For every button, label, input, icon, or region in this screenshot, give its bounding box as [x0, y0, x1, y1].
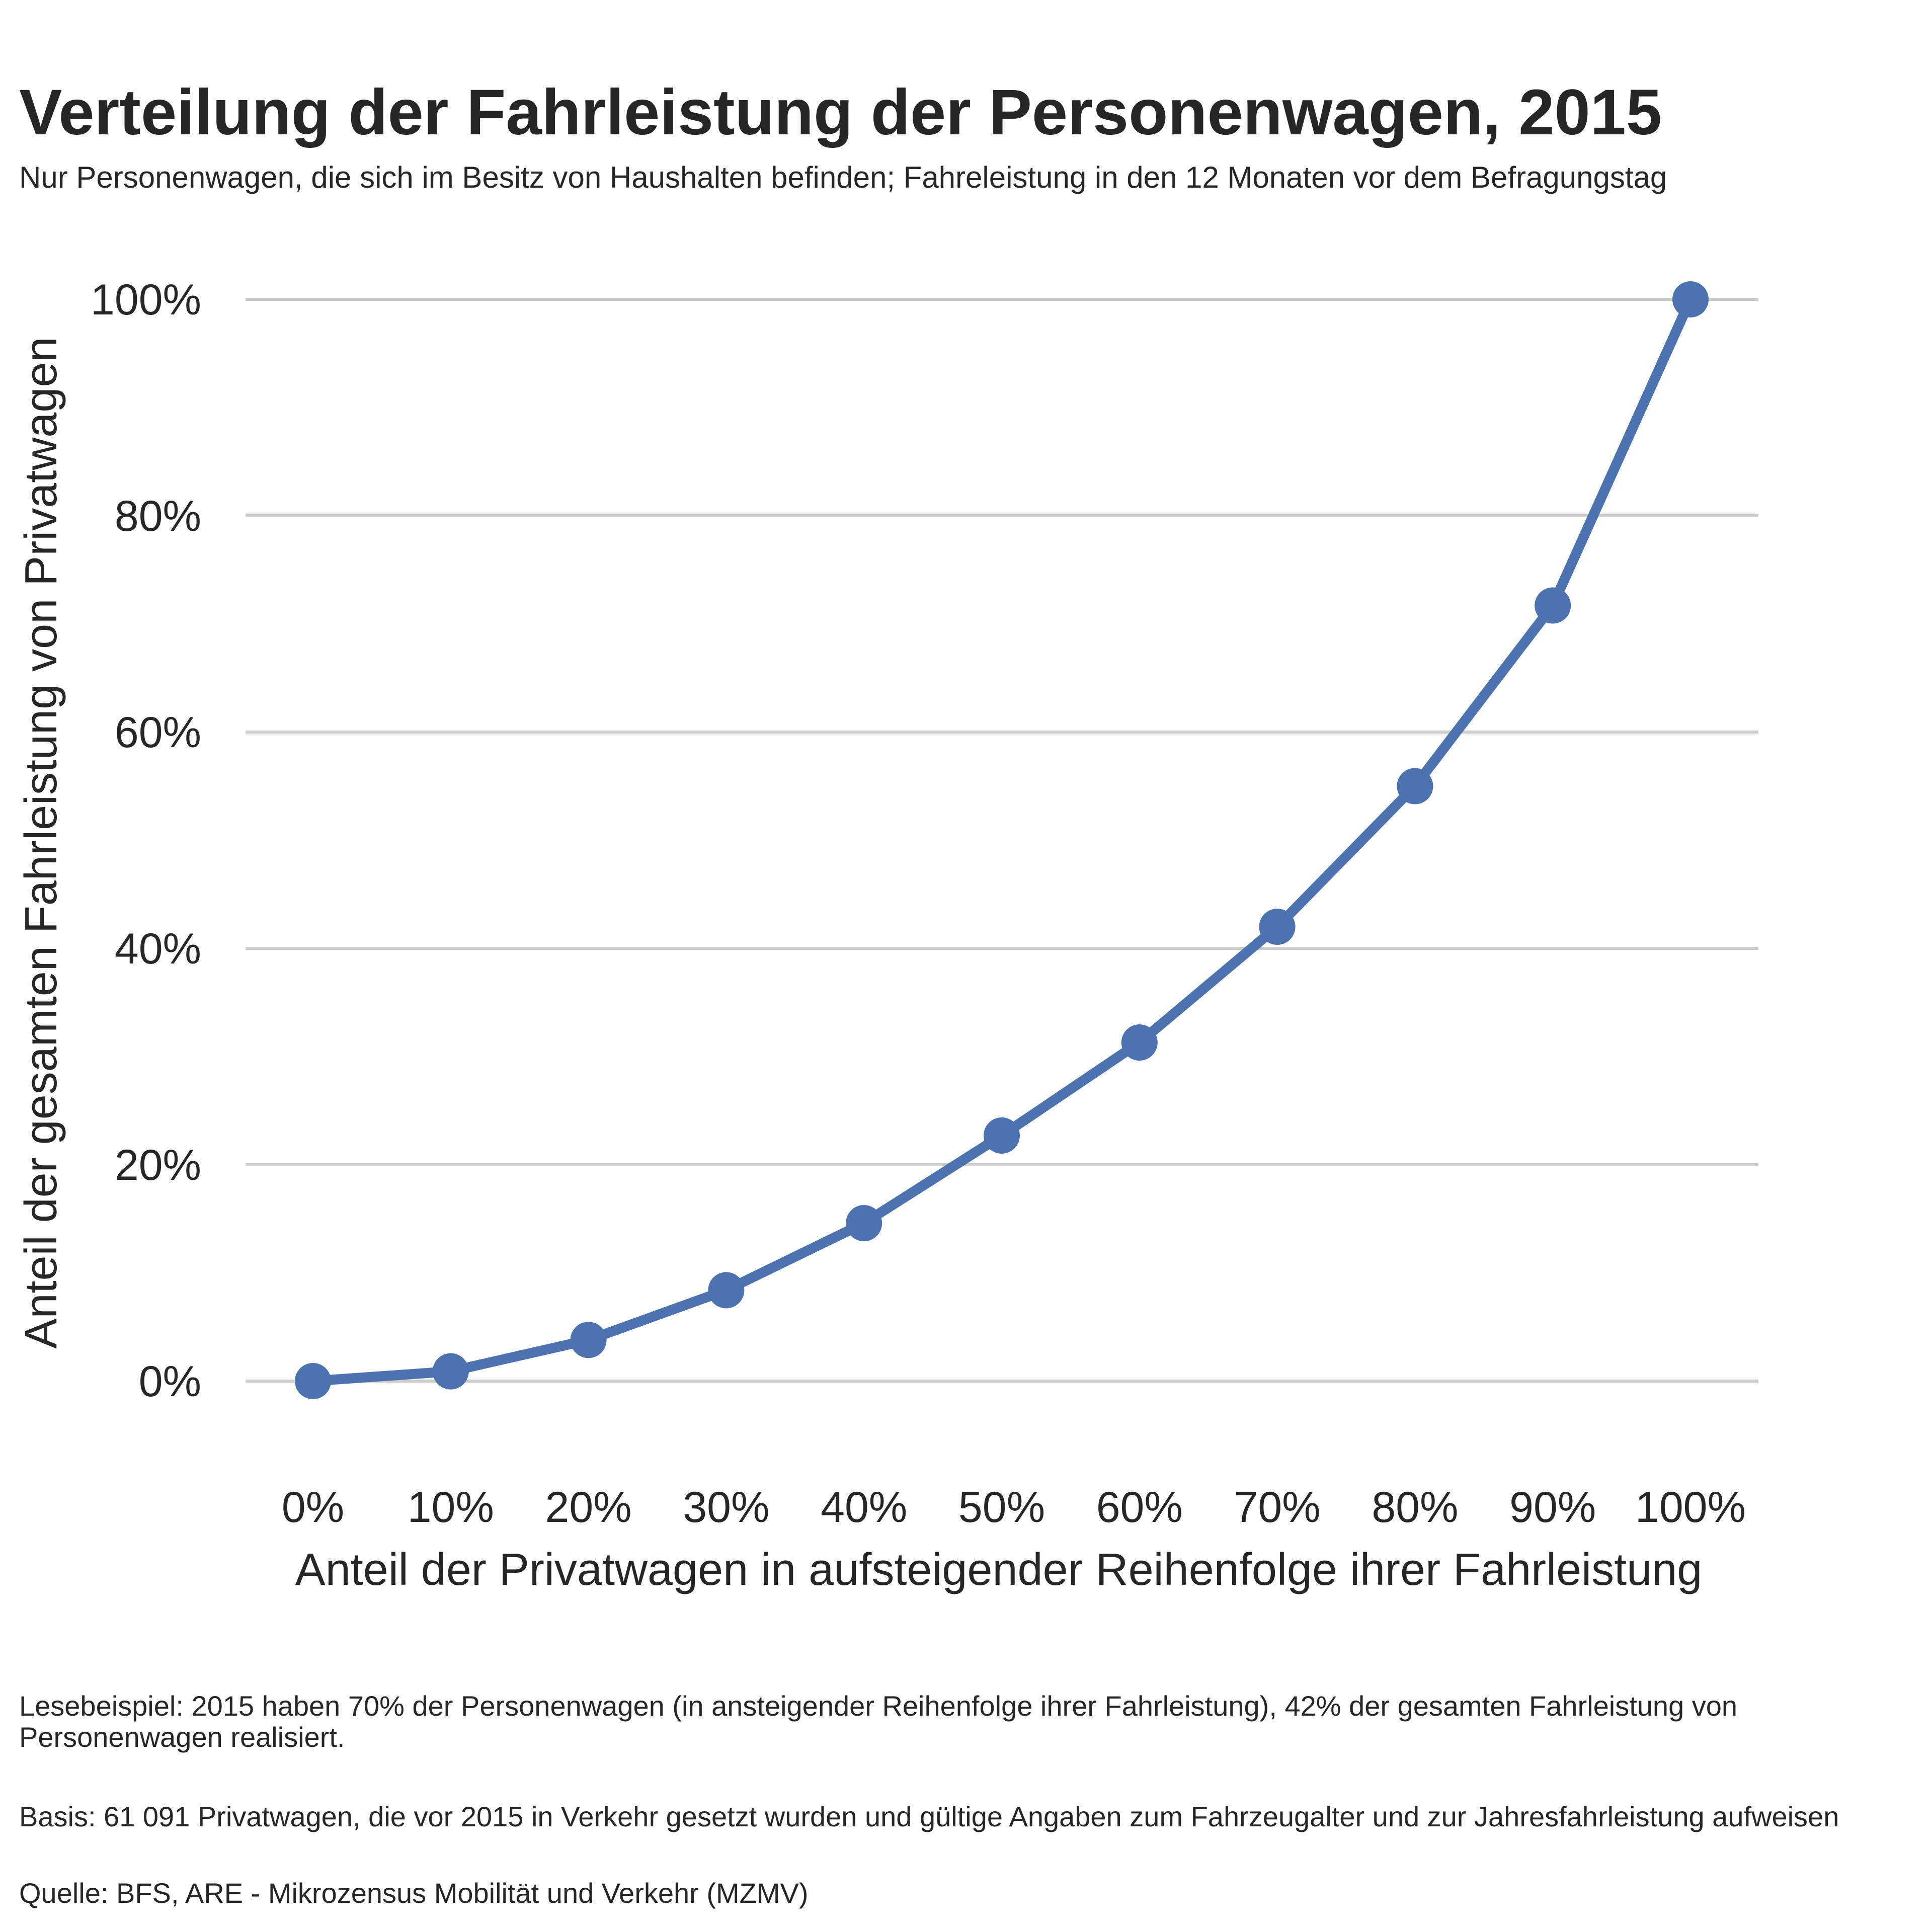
chart-subtitle: Nur Personenwagen, die sich im Besitz vo…: [19, 160, 1667, 194]
x-tick-label: 0%: [282, 1483, 344, 1532]
data-point: [984, 1117, 1020, 1154]
y-tick-label: 60%: [115, 708, 201, 757]
x-tick-label: 70%: [1234, 1483, 1321, 1532]
x-tick-label: 60%: [1096, 1483, 1183, 1532]
data-point: [1397, 768, 1433, 804]
x-tick-label: 30%: [683, 1483, 769, 1532]
data-point: [295, 1363, 331, 1399]
chart-title: Verteilung der Fahrleistung der Personen…: [19, 76, 1662, 148]
x-tick-labels: 0% 10% 20% 30% 40% 50% 60% 70% 80% 90% 100%: [282, 1483, 1746, 1532]
line-chart: 0% 20% 40% 60% 80% 100% 0% 10% 20% 30% 40% 50% 60% 7…: [16, 276, 1758, 1595]
y-tick-label: 100%: [91, 276, 201, 324]
data-point: [1672, 281, 1709, 317]
series-polyline: [308, 294, 1696, 1386]
y-axis-label: Anteil der gesamten Fahrleistung von Pri…: [16, 337, 66, 1348]
data-point: [570, 1322, 607, 1358]
gridlines: [246, 298, 1758, 1383]
source-note: Quelle: BFS, ARE - Mikrozensus Mobilität…: [19, 1877, 809, 1909]
y-tick-label: 0%: [139, 1357, 201, 1406]
x-tick-label: 100%: [1635, 1483, 1746, 1532]
x-tick-label: 10%: [408, 1483, 494, 1532]
x-axis-label: Anteil der Privatwagen in aufsteigender …: [295, 1545, 1703, 1595]
data-point: [432, 1353, 469, 1390]
basis-note: Basis: 61 091 Privatwagen, die vor 2015 …: [19, 1801, 1839, 1832]
y-tick-labels: 0% 20% 40% 60% 80% 100%: [91, 276, 201, 1406]
x-tick-label: 20%: [545, 1483, 632, 1532]
data-point: [1121, 1024, 1158, 1061]
x-tick-label: 80%: [1372, 1483, 1458, 1532]
x-tick-label: 90%: [1509, 1483, 1596, 1532]
reading-example-note: Lesebeispiel: 2015 haben 70% der Persone…: [19, 1690, 1738, 1753]
series-line: [308, 294, 1696, 1386]
data-point: [1535, 587, 1571, 624]
x-tick-label: 40%: [821, 1483, 907, 1532]
x-tick-label: 50%: [958, 1483, 1045, 1532]
data-point: [1259, 909, 1296, 945]
data-point: [846, 1205, 882, 1242]
data-points: [295, 281, 1709, 1399]
data-point: [708, 1272, 745, 1309]
y-tick-label: 40%: [115, 925, 201, 973]
y-tick-label: 80%: [115, 492, 201, 540]
y-tick-label: 20%: [115, 1141, 201, 1189]
